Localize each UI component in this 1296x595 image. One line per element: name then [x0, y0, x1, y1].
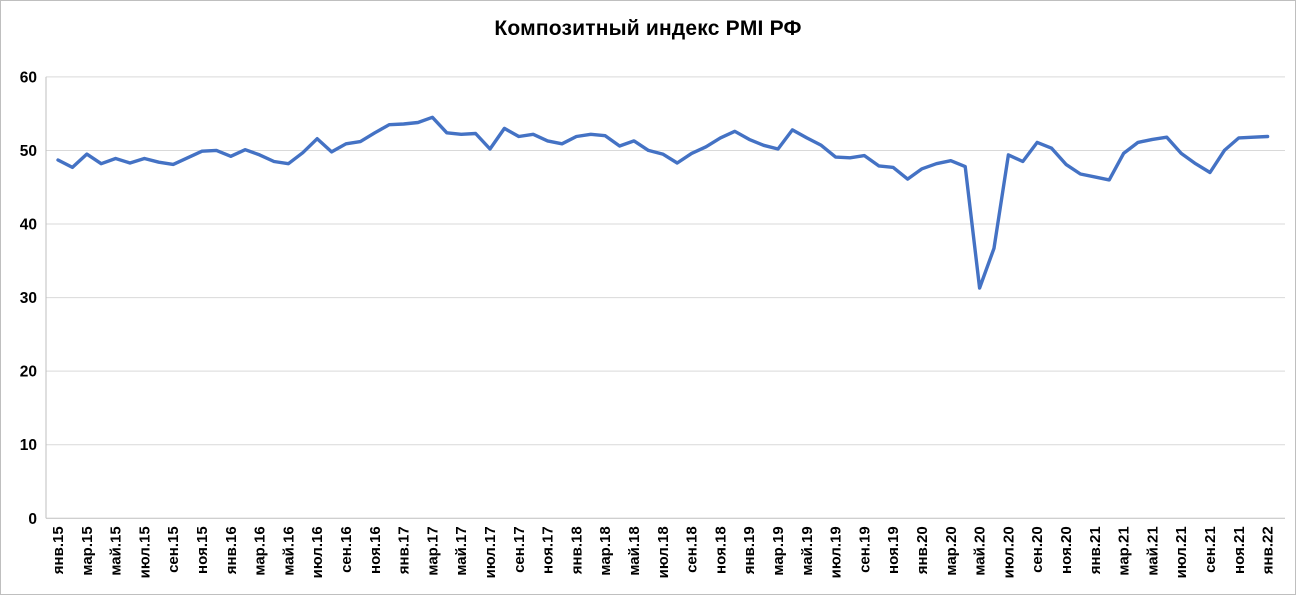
x-tick-label: май.19 — [799, 526, 816, 575]
x-tick-label: сен.21 — [1202, 526, 1219, 573]
x-tick-label: июл.21 — [1173, 526, 1190, 578]
x-tick-label: июл.15 — [136, 526, 153, 578]
x-tick-label: янв.15 — [50, 526, 67, 574]
x-tick-label: сен.15 — [165, 526, 182, 573]
x-tick-label: янв.19 — [741, 526, 758, 574]
x-tick-label: мар.15 — [79, 526, 96, 575]
y-tick-label: 0 — [28, 511, 37, 528]
x-tick-label: ноя.15 — [194, 526, 211, 574]
x-tick-label: ноя.18 — [712, 526, 729, 574]
y-tick-label: 40 — [20, 217, 37, 234]
y-tick-label: 20 — [20, 364, 37, 381]
y-tick-label: 60 — [20, 69, 37, 86]
x-tick-label: янв.18 — [568, 526, 585, 574]
y-tick-label: 30 — [20, 290, 37, 307]
x-tick-label: ноя.20 — [1058, 526, 1075, 574]
pmi-series-line — [56, 115, 1270, 290]
x-tick-label: ноя.19 — [885, 526, 902, 574]
x-tick-label: мар.20 — [943, 526, 960, 575]
x-tick-label: сен.20 — [1029, 526, 1046, 573]
x-tick-label: май.21 — [1144, 526, 1161, 575]
y-tick-label: 50 — [20, 143, 37, 160]
x-tick-label: янв.21 — [1087, 526, 1104, 574]
x-tick-label: мар.17 — [424, 526, 441, 575]
x-tick-label: янв.22 — [1260, 526, 1277, 574]
chart-title: Композитный индекс PMI РФ — [494, 17, 802, 40]
x-tick-label: мар.19 — [770, 526, 787, 575]
x-tick-label: июл.16 — [309, 526, 326, 578]
x-tick-label: мар.18 — [597, 526, 614, 575]
x-tick-label: май.17 — [453, 526, 470, 575]
x-tick-label: сен.16 — [338, 526, 355, 573]
x-tick-label: июл.17 — [482, 526, 499, 578]
x-tick-label: ноя.17 — [540, 526, 557, 574]
x-tick-label: янв.16 — [223, 526, 240, 574]
x-tick-label: ноя.16 — [367, 526, 384, 574]
x-tick-label: янв.17 — [396, 526, 413, 574]
x-tick-label: сен.17 — [511, 526, 528, 573]
x-tick-label: сен.19 — [856, 526, 873, 573]
x-tick-label: сен.18 — [684, 526, 701, 573]
x-tick-label: май.15 — [108, 526, 125, 575]
x-tick-label: июл.18 — [655, 526, 672, 578]
x-tick-label: мар.21 — [1116, 526, 1133, 575]
x-tick-label: июл.20 — [1000, 526, 1017, 578]
x-tick-label: май.20 — [972, 526, 989, 575]
y-tick-label: 10 — [20, 437, 37, 454]
x-tick-label: май.18 — [626, 526, 643, 575]
x-tick-label: янв.20 — [914, 526, 931, 574]
x-tick-label: май.16 — [280, 526, 297, 575]
x-tick-label: мар.16 — [252, 526, 269, 575]
x-tick-label: июл.19 — [828, 526, 845, 578]
x-tick-label: ноя.21 — [1231, 526, 1248, 574]
